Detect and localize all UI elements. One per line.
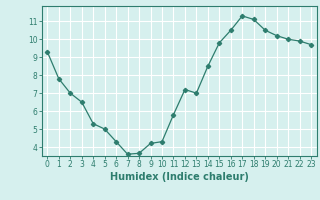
X-axis label: Humidex (Indice chaleur): Humidex (Indice chaleur) (110, 172, 249, 182)
